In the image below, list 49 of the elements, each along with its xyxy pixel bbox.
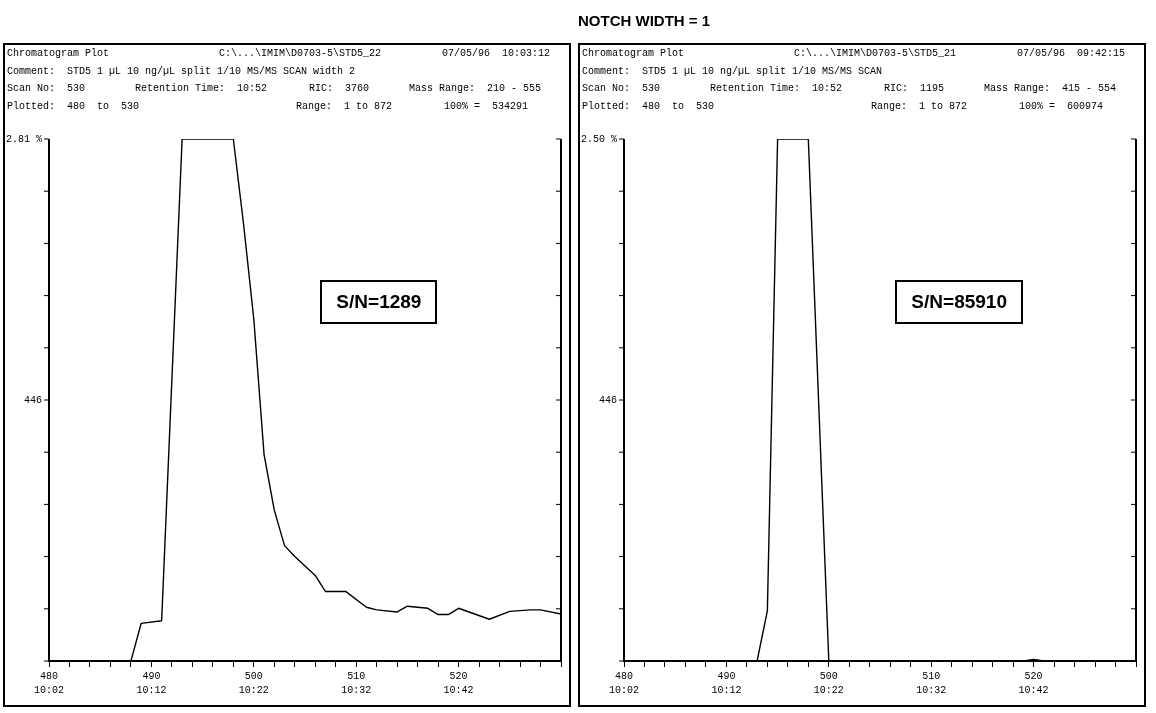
text: Range: 1 to 872 <box>296 99 393 114</box>
text: Plotted: 480 to 530 <box>7 99 140 114</box>
text: Retention Time: 10:52 <box>135 82 268 96</box>
text: 10:12 <box>711 684 742 696</box>
x-tick-label: 490 <box>717 670 736 682</box>
x-tick-label: 510 <box>922 670 941 682</box>
text: 07/05/96 09:42:15 <box>1017 47 1126 61</box>
text: 10:22 <box>238 684 269 696</box>
text: 446 <box>23 394 42 406</box>
annotation: S/N=1289 <box>320 279 438 324</box>
text: 10:12 <box>136 684 167 696</box>
text: RIC: 1195 <box>884 82 945 96</box>
text: 10:22 <box>813 684 844 696</box>
text: 100% = 600974 <box>1019 99 1104 114</box>
text: Comment: STD5 1 µL 10 ng/µL split 1/10 MS/MS SCAN <box>582 64 883 79</box>
text: 10:42 <box>1018 684 1049 696</box>
text: Retention Time: 10:52 <box>710 82 843 96</box>
x-tick-label: 520 <box>1024 670 1043 682</box>
text: C:\...\IMIM\D0703-5\STD5_21 <box>794 47 957 61</box>
x-tick-label: 500 <box>819 670 838 682</box>
x-tick-label: 480 <box>614 670 634 682</box>
x-tick-label: 510 <box>347 670 366 682</box>
text: Chromatogram Plot <box>7 47 110 61</box>
text: 07/05/96 10:03:12 <box>442 47 551 61</box>
text: 2.50 % <box>580 133 617 145</box>
text: Scan No: 530 <box>582 82 661 96</box>
text: 100% = 534291 <box>444 99 529 114</box>
text: 10:32 <box>341 684 372 696</box>
text: 10:02 <box>33 684 65 696</box>
text: Scan No: 530 <box>7 82 86 96</box>
text: Mass Range: 415 - 554 <box>984 82 1117 96</box>
x-tick-label: 520 <box>449 670 468 682</box>
text: 10:42 <box>443 684 474 696</box>
text: Comment: STD5 1 µL 10 ng/µL split 1/10 MS/MS SCAN width 2 <box>7 64 356 79</box>
text: Plotted: 480 to 530 <box>582 99 715 114</box>
x-tick-label: 490 <box>142 670 161 682</box>
text: RIC: 3760 <box>309 82 370 96</box>
text: C:\...\IMIM\D0703-5\STD5_22 <box>219 47 382 61</box>
x-tick-label: 500 <box>244 670 263 682</box>
chart-title: NOTCH WIDTH = 1 <box>578 12 711 29</box>
text: 10:02 <box>608 684 640 696</box>
annotation: S/N=85910 <box>895 279 1023 324</box>
text: 446 <box>598 394 617 406</box>
text: Mass Range: 210 - 555 <box>409 82 542 96</box>
text: Chromatogram Plot <box>582 47 685 61</box>
text: Range: 1 to 872 <box>871 99 968 114</box>
text: 10:32 <box>916 684 947 696</box>
x-tick-label: 480 <box>39 670 59 682</box>
text: 2.81 % <box>5 133 42 145</box>
